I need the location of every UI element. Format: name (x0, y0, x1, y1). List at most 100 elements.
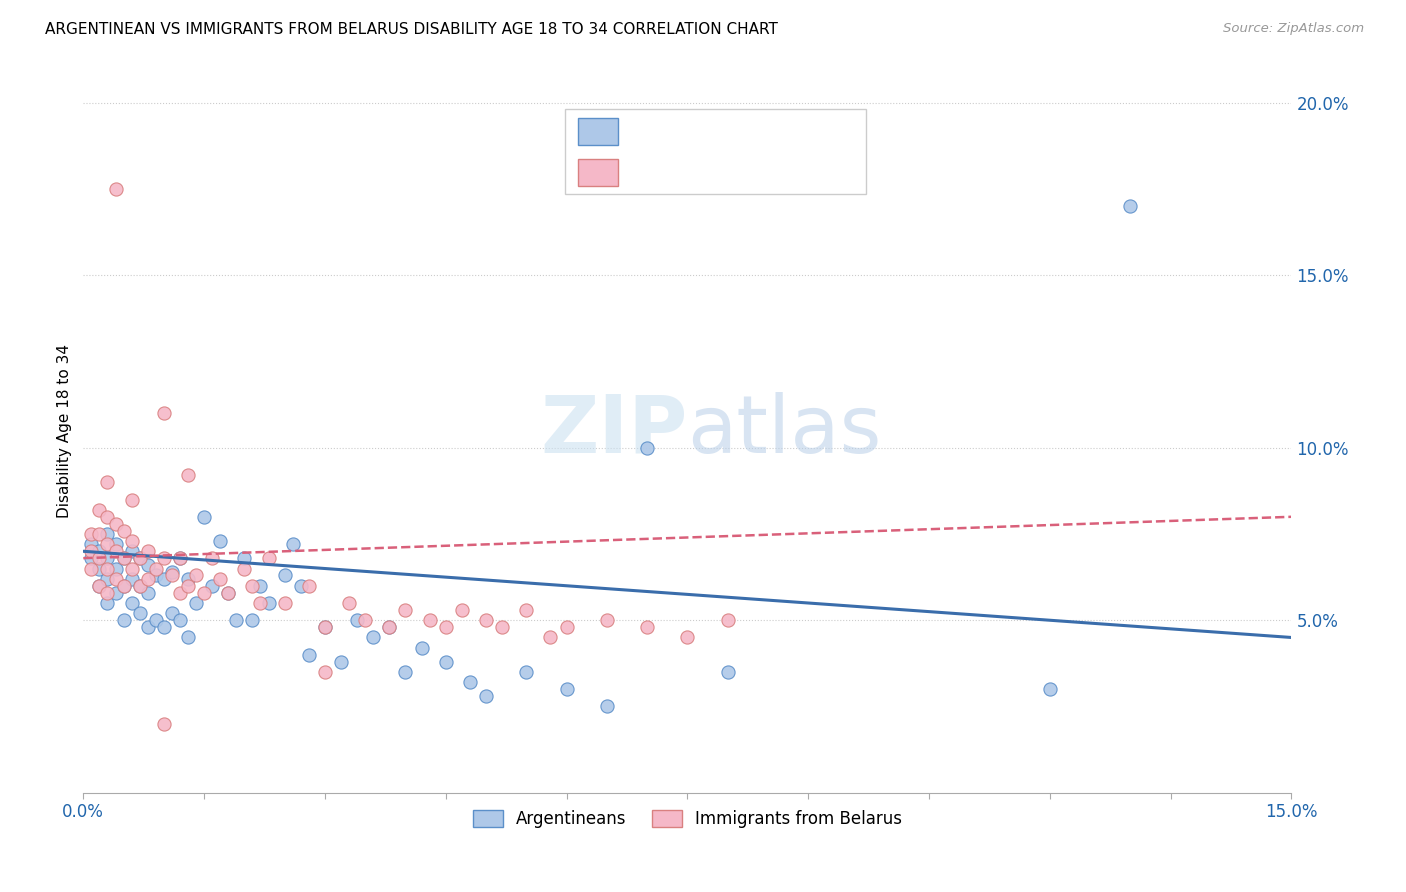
Point (153, 572, 176, 586)
Point (314, 620, 336, 634)
Point (411, 640, 433, 655)
Point (104, 537, 127, 551)
Point (104, 516, 127, 531)
Point (330, 655, 353, 669)
Point (217, 585, 239, 599)
Point (89, 527, 111, 541)
Bar (578, 118, 619, 145)
Point (209, 533, 232, 548)
Text: ZIP: ZIP (540, 392, 688, 469)
Text: N =: N = (754, 124, 797, 138)
Point (104, 572, 127, 586)
Point (273, 596, 295, 610)
Point (121, 596, 143, 610)
Point (136, 544, 159, 558)
Point (121, 544, 143, 558)
Text: R =: R = (630, 165, 664, 179)
Point (177, 579, 200, 593)
Point (1039, 682, 1062, 697)
Point (112, 579, 135, 593)
Point (354, 613, 377, 627)
Point (201, 551, 224, 566)
Point (112, 551, 135, 566)
Point (475, 613, 498, 627)
Point (242, 579, 264, 593)
Point (89, 544, 111, 558)
Point (128, 607, 150, 621)
Point (515, 603, 537, 617)
Point (298, 648, 321, 662)
Point (314, 620, 336, 634)
Point (596, 699, 619, 714)
Point (193, 585, 215, 599)
Point (145, 561, 167, 575)
Bar (578, 159, 619, 186)
Point (209, 572, 232, 586)
Point (233, 561, 256, 575)
Text: N =: N = (754, 165, 797, 179)
Point (193, 509, 215, 524)
Point (145, 613, 167, 627)
Point (96, 585, 118, 599)
Point (169, 551, 191, 566)
Point (1119, 199, 1142, 213)
Point (121, 561, 143, 575)
Point (128, 551, 150, 566)
Point (104, 182, 127, 196)
Point (169, 585, 191, 599)
FancyBboxPatch shape (565, 109, 866, 194)
Text: ARGENTINEAN VS IMMIGRANTS FROM BELARUS DISABILITY AGE 18 TO 34 CORRELATION CHART: ARGENTINEAN VS IMMIGRANTS FROM BELARUS D… (45, 22, 778, 37)
Point (96, 509, 118, 524)
Point (89, 579, 111, 593)
Point (475, 689, 498, 703)
Point (298, 579, 321, 593)
Legend: Argentineans, Immigrants from Belarus: Argentineans, Immigrants from Belarus (467, 804, 908, 835)
Point (96, 596, 118, 610)
Point (104, 561, 127, 575)
Point (636, 441, 658, 455)
Text: 65: 65 (804, 124, 825, 138)
Point (136, 558, 159, 572)
Point (121, 572, 143, 586)
Point (80, 544, 103, 558)
Text: 0.024: 0.024 (671, 165, 714, 179)
Point (515, 665, 537, 679)
Point (136, 572, 159, 586)
Point (169, 551, 191, 566)
Point (596, 613, 619, 627)
Point (281, 537, 304, 551)
Point (346, 613, 368, 627)
Point (128, 579, 150, 593)
Point (96, 537, 118, 551)
Point (273, 568, 295, 582)
Point (233, 551, 256, 566)
Point (184, 568, 207, 582)
Point (177, 468, 200, 483)
Point (201, 579, 224, 593)
Point (89, 561, 111, 575)
Point (217, 585, 239, 599)
Point (80, 527, 103, 541)
Text: atlas: atlas (688, 392, 882, 469)
Point (249, 596, 271, 610)
Point (717, 665, 740, 679)
Text: -0.166: -0.166 (671, 124, 720, 138)
Point (80, 561, 103, 575)
Point (434, 655, 457, 669)
Point (112, 579, 135, 593)
Point (290, 579, 312, 593)
Point (128, 579, 150, 593)
Point (361, 631, 384, 645)
Point (153, 716, 176, 731)
Point (450, 603, 472, 617)
Point (257, 551, 280, 566)
Point (104, 585, 127, 599)
Y-axis label: Disability Age 18 to 34: Disability Age 18 to 34 (58, 343, 72, 517)
Text: 63: 63 (804, 165, 825, 179)
Point (555, 682, 578, 697)
Point (153, 620, 176, 634)
Point (184, 596, 207, 610)
Point (394, 603, 416, 617)
Point (169, 613, 191, 627)
Text: Source: ZipAtlas.com: Source: ZipAtlas.com (1223, 22, 1364, 36)
